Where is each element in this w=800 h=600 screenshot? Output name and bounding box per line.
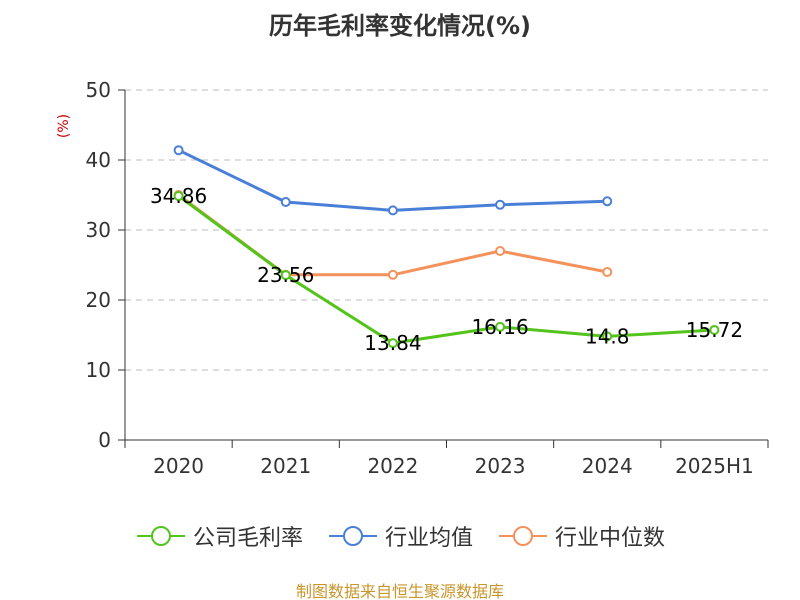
data-point-2 [173, 145, 184, 156]
legend-circle [342, 526, 363, 546]
data-point-2 [280, 197, 291, 207]
data-point-1 [709, 324, 720, 335]
data-point-1 [602, 331, 613, 342]
legend-marker [499, 526, 547, 546]
data-point-3 [602, 267, 613, 277]
grid-layer [125, 89, 768, 371]
data-point-2 [387, 205, 398, 216]
legend-label: 行业均值 [384, 526, 473, 551]
data-label: 15.72 [686, 318, 743, 342]
x-tick-label: 2021 [260, 454, 311, 478]
x-tick-label: 2022 [367, 454, 418, 478]
data-point-1 [280, 270, 291, 281]
legend: 公司毛利率 行业均值 行业中位数 [0, 520, 800, 552]
series-line-1 [177, 194, 715, 345]
data-point-1 [173, 190, 184, 201]
legend-item-2: 行业均值 [327, 520, 473, 552]
data-point-1 [495, 321, 506, 332]
legend-circle [150, 526, 171, 546]
data-label: 14.8 [585, 324, 630, 348]
y-tick-label: 30 [86, 218, 111, 242]
x-tick-label: 2020 [153, 454, 204, 478]
y-tick-label: 0 [98, 428, 111, 452]
series-line-2 [177, 148, 608, 212]
y-tick-label: 50 [86, 78, 111, 102]
legend-label: 行业中位数 [555, 526, 666, 551]
y-tick-label: 10 [86, 358, 111, 382]
legend-marker [136, 526, 185, 546]
data-point-2 [495, 199, 506, 210]
legend-item-3: 行业中位数 [497, 520, 665, 552]
series-layer [173, 145, 720, 349]
legend-marker [328, 526, 377, 546]
data-label: 23.56 [257, 263, 314, 287]
legend-label: 公司毛利率 [192, 526, 303, 551]
x-tick-label: 2025H1 [675, 454, 754, 478]
x-tick-label: 2023 [475, 454, 526, 478]
legend-item-1: 公司毛利率 [135, 520, 303, 552]
data-label-layer: 34.86 23.56 13.84 16.16 14.8 15.72 [150, 184, 743, 355]
y-tick-label: 40 [86, 148, 111, 172]
data-label: 13.84 [364, 331, 421, 355]
y-axis-label: (%) [56, 114, 72, 138]
data-point-3 [387, 269, 398, 280]
data-label: 34.86 [150, 184, 207, 208]
data-point-3 [495, 246, 506, 256]
data-point-2 [602, 196, 613, 207]
y-tick-label: 20 [86, 288, 111, 312]
x-tick-label: 2024 [582, 454, 633, 478]
legend-circle [513, 526, 533, 546]
chart-title: 历年毛利率变化情况(%) [269, 12, 531, 40]
source-note: 制图数据来自恒生聚源数据库 [295, 582, 504, 600]
data-label: 16.16 [471, 315, 528, 339]
data-point-1 [387, 338, 398, 349]
axis-layer: 0 10 20 30 40 50 2020 2021 2022 2023 2024 2025H1 (%) [56, 78, 769, 478]
plot-area: 0 10 20 30 40 50 2020 2021 2022 2023 2024 2025H1 (%)… [56, 78, 769, 478]
